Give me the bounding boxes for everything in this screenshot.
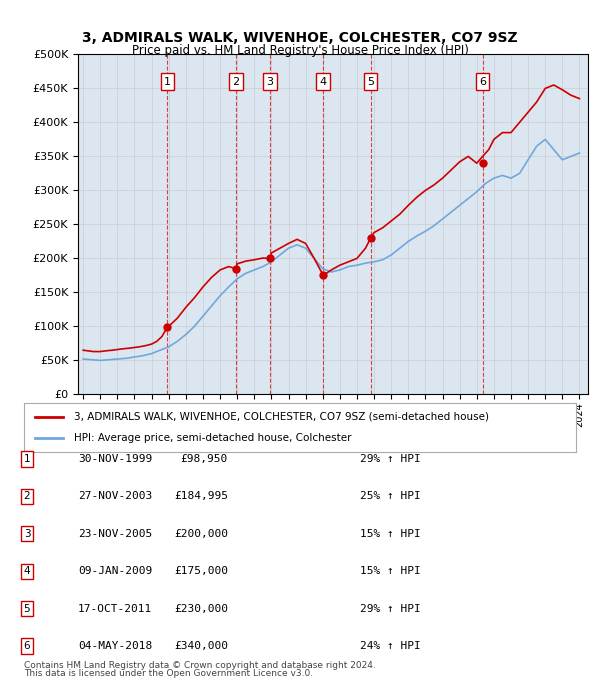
Text: 3: 3 [23,529,31,539]
Text: £175,000: £175,000 [174,566,228,576]
Text: 09-JAN-2009: 09-JAN-2009 [78,566,152,576]
Text: 5: 5 [23,604,31,613]
Text: HPI: Average price, semi-detached house, Colchester: HPI: Average price, semi-detached house,… [74,433,351,443]
Text: 1: 1 [164,77,171,86]
Text: 24% ↑ HPI: 24% ↑ HPI [360,641,421,651]
Text: 6: 6 [479,77,486,86]
Text: 3, ADMIRALS WALK, WIVENHOE, COLCHESTER, CO7 9SZ (semi-detached house): 3, ADMIRALS WALK, WIVENHOE, COLCHESTER, … [74,412,488,422]
Text: £98,950: £98,950 [181,454,228,464]
Text: 04-MAY-2018: 04-MAY-2018 [78,641,152,651]
Text: 2: 2 [23,492,31,501]
Text: 29% ↑ HPI: 29% ↑ HPI [360,604,421,613]
Text: This data is licensed under the Open Government Licence v3.0.: This data is licensed under the Open Gov… [24,669,313,678]
Text: £200,000: £200,000 [174,529,228,539]
Text: 17-OCT-2011: 17-OCT-2011 [78,604,152,613]
Text: 3: 3 [266,77,274,86]
Text: 15% ↑ HPI: 15% ↑ HPI [360,566,421,576]
Text: £340,000: £340,000 [174,641,228,651]
Text: Contains HM Land Registry data © Crown copyright and database right 2024.: Contains HM Land Registry data © Crown c… [24,661,376,670]
Text: 15% ↑ HPI: 15% ↑ HPI [360,529,421,539]
Text: 1: 1 [23,454,31,464]
Text: £230,000: £230,000 [174,604,228,613]
Text: 5: 5 [367,77,374,86]
Text: 25% ↑ HPI: 25% ↑ HPI [360,492,421,501]
Text: 30-NOV-1999: 30-NOV-1999 [78,454,152,464]
Text: 2: 2 [232,77,239,86]
Text: 4: 4 [320,77,327,86]
Text: 6: 6 [23,641,31,651]
Text: 4: 4 [23,566,31,576]
Text: 29% ↑ HPI: 29% ↑ HPI [360,454,421,464]
Text: Price paid vs. HM Land Registry's House Price Index (HPI): Price paid vs. HM Land Registry's House … [131,44,469,57]
Text: 27-NOV-2003: 27-NOV-2003 [78,492,152,501]
Text: 23-NOV-2005: 23-NOV-2005 [78,529,152,539]
Text: £184,995: £184,995 [174,492,228,501]
Text: 3, ADMIRALS WALK, WIVENHOE, COLCHESTER, CO7 9SZ: 3, ADMIRALS WALK, WIVENHOE, COLCHESTER, … [82,31,518,45]
